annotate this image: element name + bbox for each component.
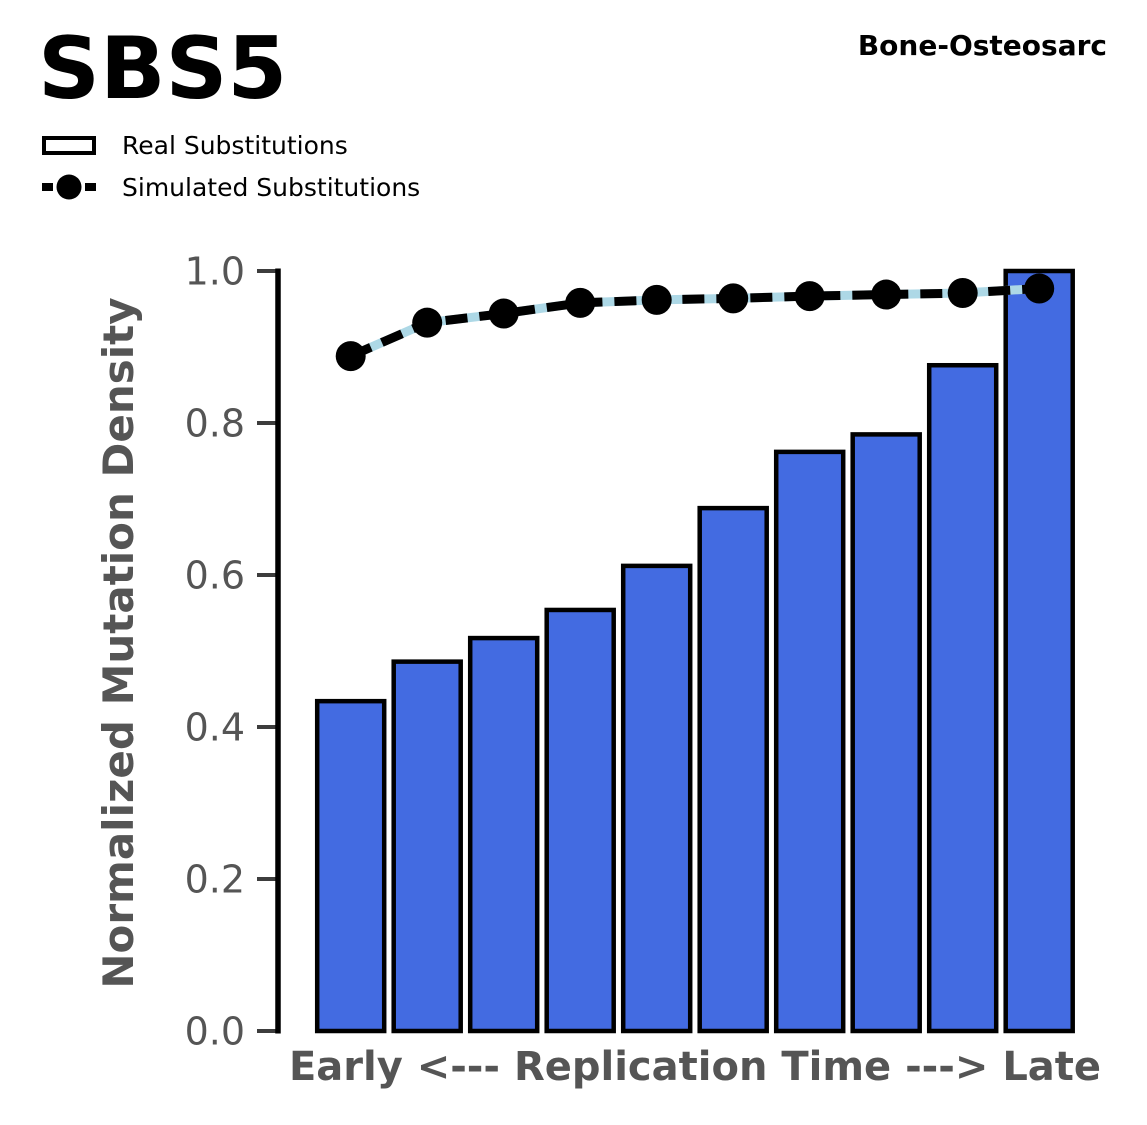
simulated-point bbox=[488, 298, 519, 329]
legend-label-simulated: Simulated Substitutions bbox=[122, 172, 421, 202]
legend-item-simulated: Simulated Substitutions bbox=[42, 174, 420, 200]
simulated-point bbox=[947, 278, 978, 309]
simulated-point bbox=[565, 287, 596, 318]
simulated-point bbox=[794, 281, 825, 312]
real-substitutions-bar bbox=[1003, 268, 1075, 1034]
simulated-point bbox=[335, 341, 366, 372]
y-tick-label: 1.0 bbox=[185, 250, 245, 294]
real-substitutions-bar bbox=[314, 698, 387, 1034]
y-tick-label: 0.2 bbox=[185, 858, 245, 902]
y-tick-label: 0.8 bbox=[185, 402, 245, 446]
simulated-point bbox=[412, 307, 443, 338]
real-substitutions-bar bbox=[620, 563, 693, 1034]
simulated-point bbox=[718, 283, 749, 314]
real-substitutions-bar bbox=[467, 635, 540, 1034]
real-substitutions-bar bbox=[697, 505, 769, 1034]
simulated-substitutions-marker-icon bbox=[42, 174, 96, 200]
real-substitutions-bar bbox=[391, 659, 463, 1034]
simulated-point bbox=[871, 279, 902, 310]
y-tick-label: 0.6 bbox=[185, 554, 245, 598]
figure-title: SBS5 bbox=[38, 19, 288, 119]
real-substitutions-bar bbox=[773, 449, 846, 1034]
y-tick-label: 0.4 bbox=[185, 706, 245, 750]
legend-label-real: Real Substitutions bbox=[122, 130, 348, 160]
cohort-label: Bone-Osteosarc bbox=[857, 29, 1107, 62]
simulated-point bbox=[1024, 273, 1055, 304]
x-axis-label: Early <--- Replication Time ---> Late bbox=[289, 1044, 1101, 1090]
simulated-line bbox=[348, 283, 1040, 361]
legend-item-real: Real Substitutions bbox=[42, 132, 420, 158]
real-substitutions-bar bbox=[544, 607, 616, 1034]
real-substitutions-swatch-icon bbox=[42, 135, 96, 155]
legend: Real Substitutions Simulated Substitutio… bbox=[42, 132, 420, 200]
y-axis-label: Normalized Mutation Density bbox=[94, 297, 143, 988]
real-substitutions-bar bbox=[926, 362, 999, 1034]
y-tick-label: 0.0 bbox=[185, 1010, 245, 1054]
simulated-point bbox=[641, 284, 672, 315]
real-substitutions-bar bbox=[850, 432, 922, 1034]
